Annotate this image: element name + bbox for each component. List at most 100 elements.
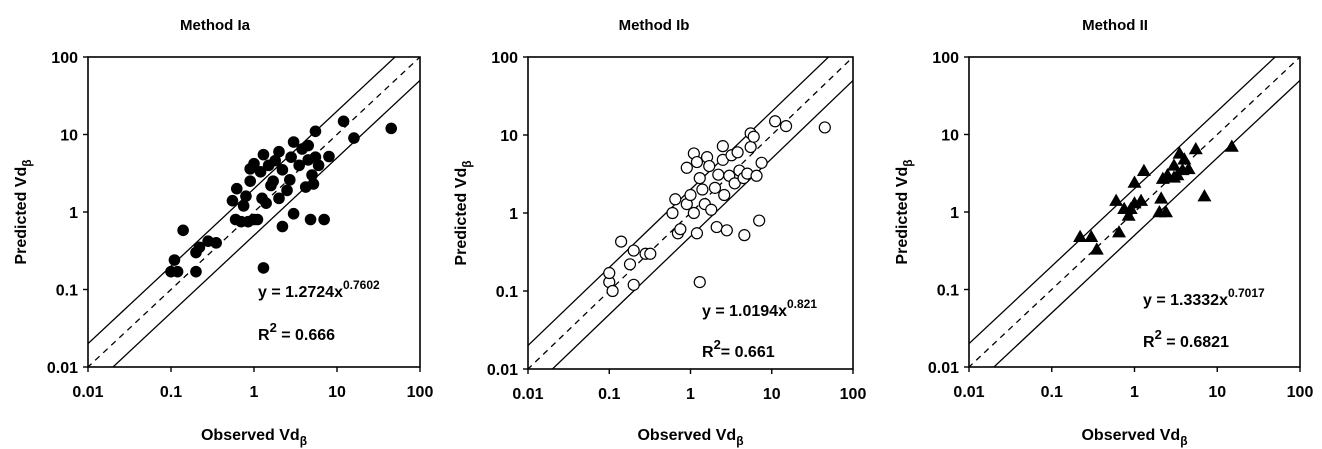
chart-1-identity-line (88, 57, 420, 367)
chart-1-y-tick-label: 0.1 (56, 283, 78, 300)
chart-1-point (285, 151, 297, 163)
chart-2-point (779, 120, 793, 133)
chart-3-x-tick-label: 10 (1208, 384, 1226, 401)
chart-1-y-tick-label: 0.01 (47, 360, 78, 377)
chart-2-point (769, 115, 782, 128)
chart-3-point (1073, 229, 1088, 242)
chart-3-y-tick-label: 10 (941, 128, 959, 145)
chart-3-point (1089, 242, 1104, 255)
chart-2-y-tick-label: 0.01 (487, 362, 518, 379)
chart-3: Method II 0.01 0.01 0.1 0.1 1 1 10 10 100 100 Obser… (894, 17, 1313, 448)
chart-3-point (1112, 225, 1127, 238)
chart-1-point (254, 166, 267, 178)
chart-2-point (606, 284, 619, 298)
chart-2-point (623, 258, 637, 271)
chart-2-point (718, 188, 731, 202)
chart-3-identity-line (969, 57, 1300, 367)
chart-1-point (304, 213, 317, 226)
chart-3-y-axis-label: Predicted Vdβ (894, 159, 915, 264)
chart-2-point (738, 229, 751, 242)
chart-3-x-tick-label: 0.01 (953, 384, 984, 401)
chart-3-point (1181, 161, 1196, 175)
chart-2-point (753, 214, 766, 227)
chart-3-lower-fold-line (992, 79, 1300, 367)
chart-1-point (269, 154, 281, 167)
chart-3-point (1188, 141, 1203, 155)
chart-2-point (615, 235, 628, 248)
chart-2-point (669, 193, 682, 206)
chart-2-point (644, 247, 657, 260)
chart-1-point (190, 265, 202, 278)
chart-3-point (1166, 158, 1181, 171)
chart-1-point (287, 136, 300, 148)
chart-1-y-axis-label: Predicted Vdβ (13, 159, 34, 264)
chart-1-point (273, 192, 285, 205)
chart-3-point (1084, 229, 1099, 242)
chart-2-point (666, 206, 679, 220)
chart-2-point (716, 140, 729, 153)
chart-2-point (693, 172, 706, 185)
chart-2-identity-line (528, 57, 853, 369)
chart-1-point (273, 145, 285, 158)
chart-2-point (690, 227, 704, 240)
chart-2-x-tick-label: 0.01 (512, 386, 543, 403)
chart-3-point (1224, 139, 1239, 152)
chart-2-point (684, 188, 697, 202)
chart-1-point (385, 122, 398, 135)
chart-2-point (728, 177, 741, 190)
chart-3-y-tick-label: 1 (950, 205, 959, 222)
chart-3-point (1121, 208, 1136, 221)
chart-3-point (1154, 191, 1169, 204)
chart-2-point (708, 181, 722, 194)
chart-1-point (306, 169, 318, 181)
chart-1-x-tick-label: 0.01 (72, 384, 103, 401)
chart-2-point (680, 161, 693, 174)
chart-1-upper-fold-line (88, 57, 396, 345)
chart-2-point (627, 278, 640, 291)
chart-1-point (267, 175, 279, 187)
chart-1-x-tick-label: 10 (328, 384, 346, 401)
chart-3-x-tick-label: 1 (1130, 384, 1139, 401)
chart-1-lower-fold-line (112, 79, 420, 367)
chart-3-y-tick-label: 0.01 (928, 360, 959, 377)
chart-2-equation: y = 1.0194x0.821 (702, 297, 817, 320)
chart-1-point (309, 125, 322, 138)
chart-1-point (210, 237, 222, 249)
chart-1-point (257, 262, 270, 274)
chart-1-x-axis-label: Observed Vdβ (201, 427, 307, 448)
chart-1-x-tick-label: 1 (250, 384, 259, 401)
chart-2-point (690, 155, 704, 169)
chart-2-y-axis-label: Predicted Vdβ (453, 160, 474, 265)
chart-3-point (1127, 175, 1142, 188)
chart-1-point (276, 164, 289, 176)
chart-1-point (312, 159, 325, 172)
chart-1-point (337, 115, 350, 128)
chart-1-point (230, 182, 243, 195)
chart-1-point (171, 265, 184, 278)
chart-2-lower-fold-line (551, 79, 853, 369)
chart-3-point (1109, 193, 1124, 206)
chart-3-equation: y = 1.3332x0.7017 (1143, 286, 1265, 309)
chart-2-y-tick-label: 1 (509, 206, 518, 223)
chart-1-title: Method Ia (180, 17, 251, 34)
chart-1-x-tick-label: 0.1 (160, 384, 182, 401)
chart-1-point (244, 175, 257, 187)
chart-2-point (696, 183, 709, 196)
chart-1-point (248, 157, 260, 170)
chart-2-r-squared: R2= 0.661 (702, 337, 775, 361)
chart-2-point (755, 156, 768, 169)
chart-1-point (226, 194, 239, 207)
chart-1-equation: y = 1.2724x0.7602 (258, 278, 380, 301)
chart-2-point (674, 223, 687, 236)
chart-2-x-tick-label: 100 (840, 386, 867, 403)
chart-1-point (348, 132, 360, 144)
chart-2-point (818, 121, 831, 134)
chart-1-point (284, 174, 296, 186)
chart-2-x-tick-label: 0.1 (598, 386, 620, 403)
chart-2-point (747, 130, 760, 143)
chart-2-x-axis-label: Observed Vdβ (637, 427, 743, 448)
chart-1-point (177, 224, 189, 237)
chart-3-point (1177, 152, 1192, 165)
chart-1-point (260, 197, 272, 209)
